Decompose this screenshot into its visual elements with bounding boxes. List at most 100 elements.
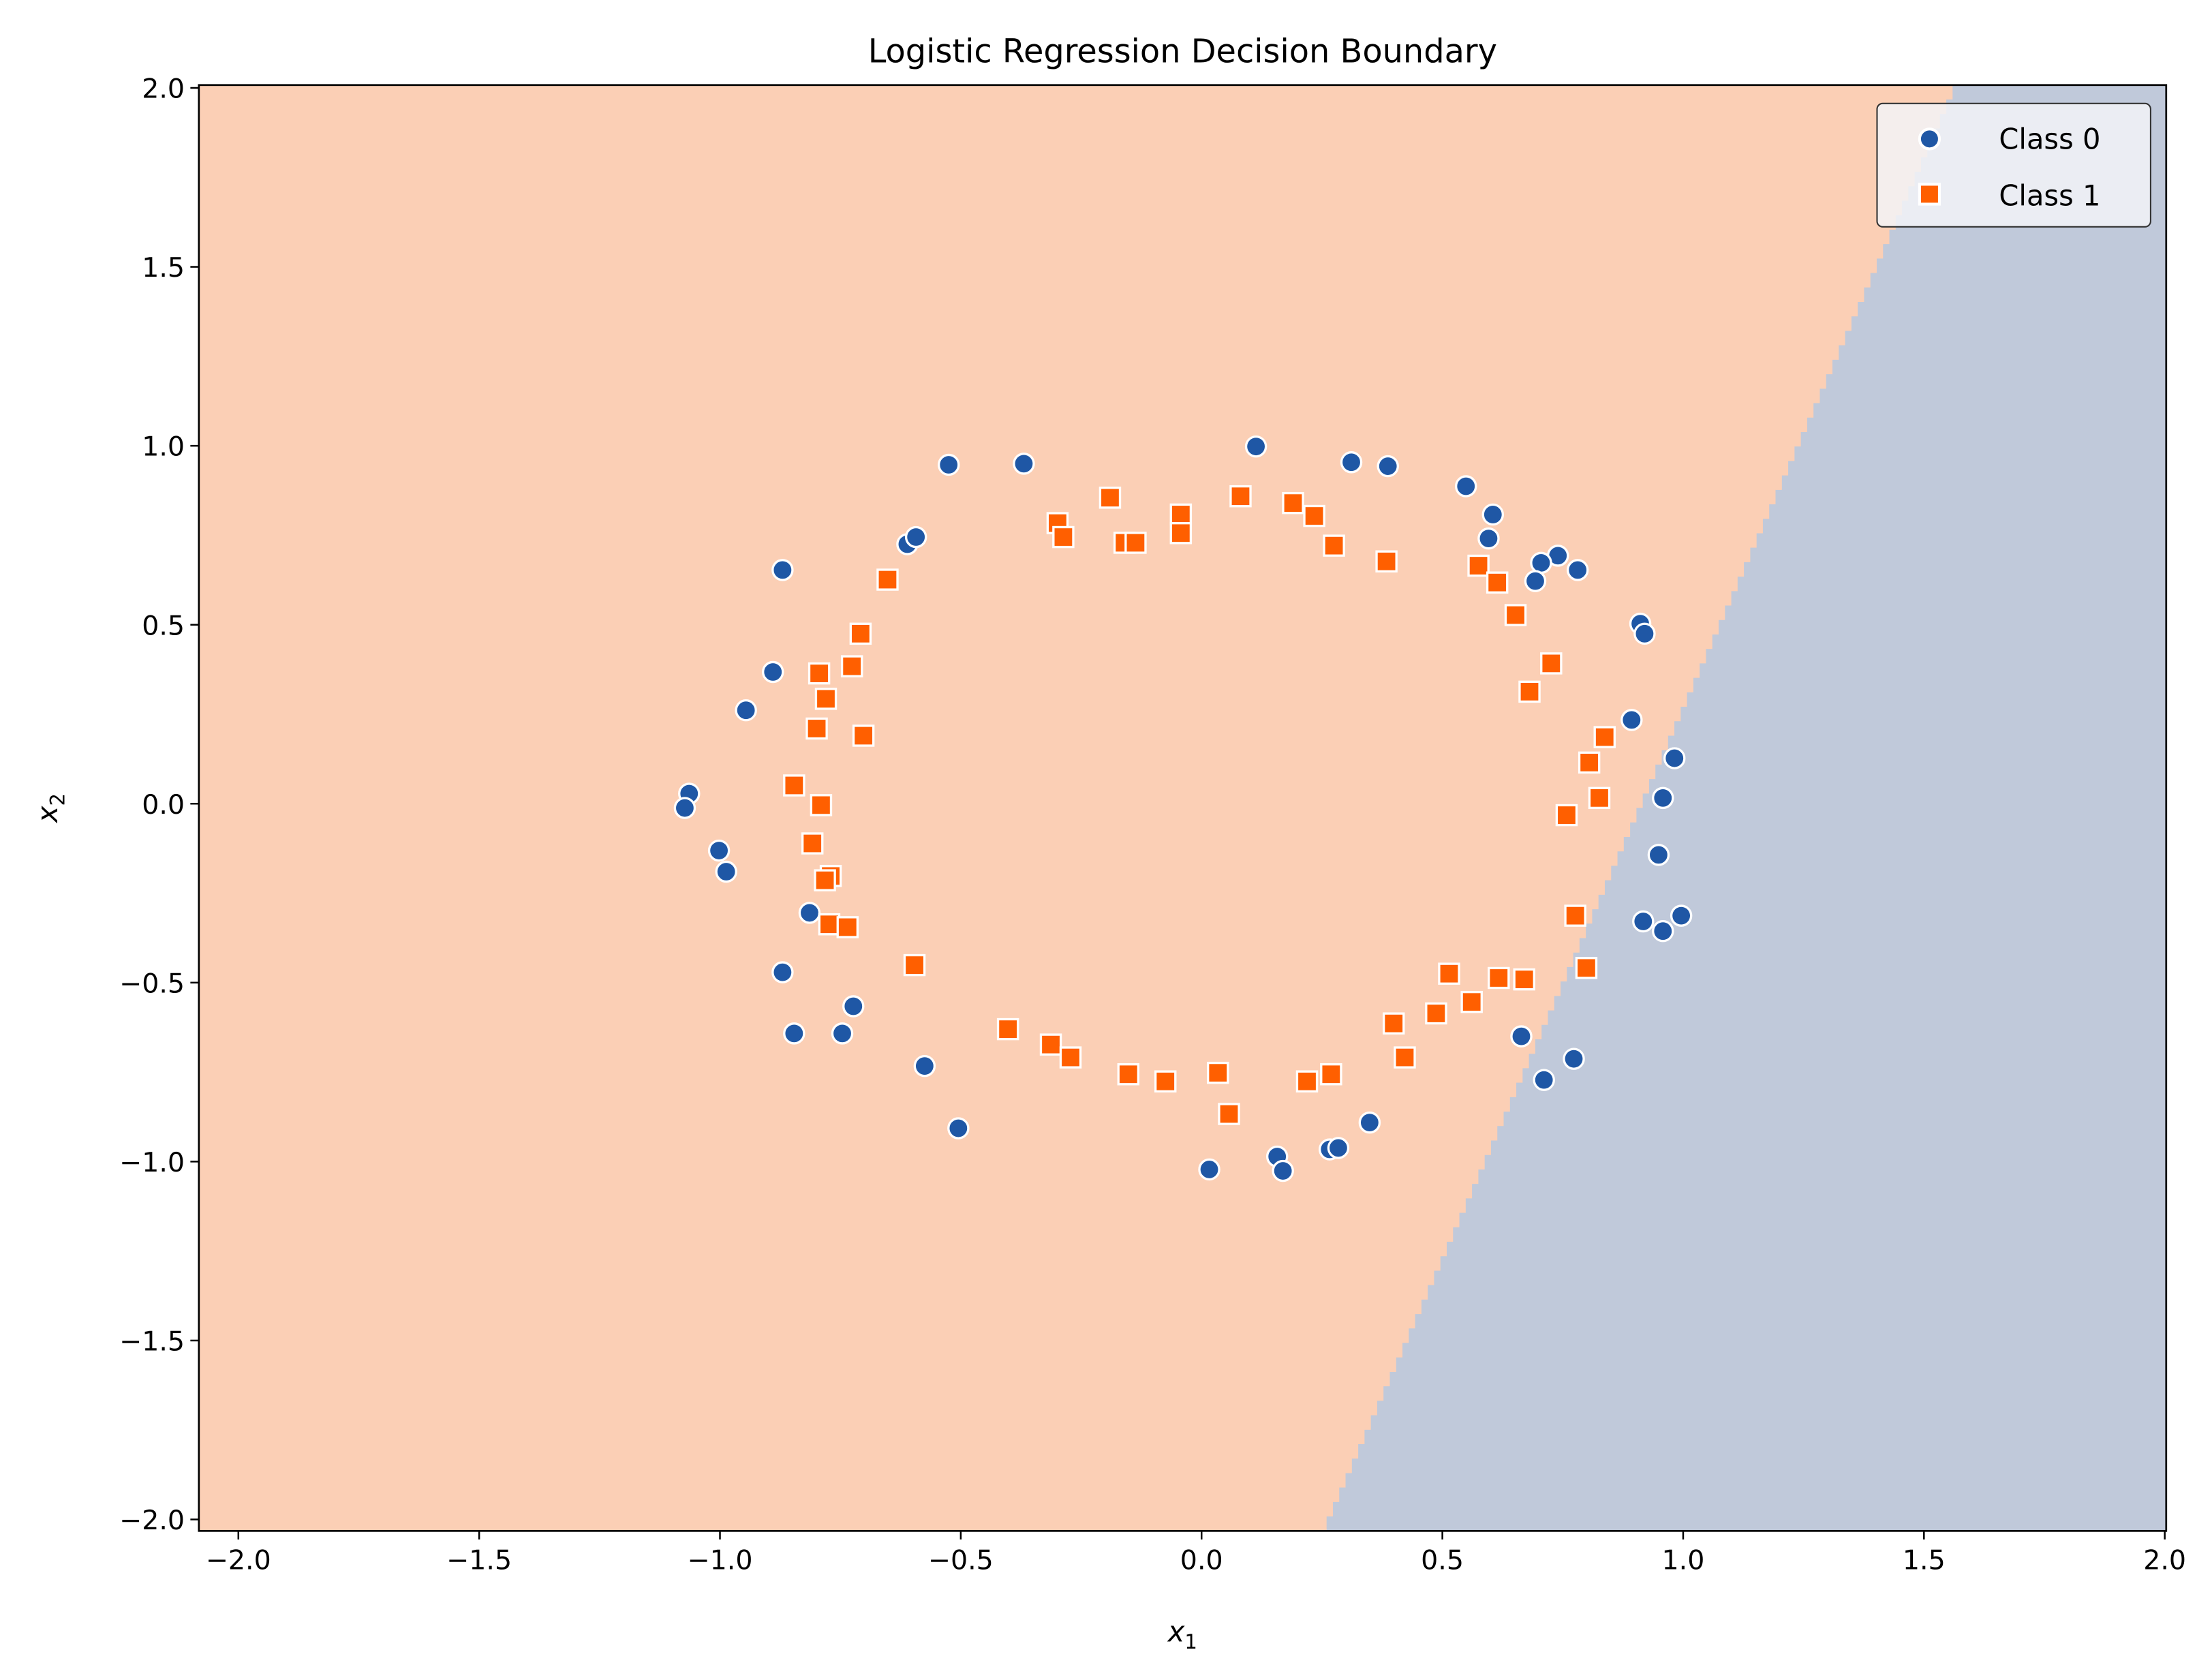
- chart-title: Logistic Regression Decision Boundary: [868, 33, 1497, 71]
- x-tick-label: 0.5: [1421, 1544, 1464, 1576]
- class0-point: [1647, 844, 1670, 866]
- class0-point: [1481, 503, 1505, 526]
- class1-point: [1425, 1002, 1447, 1025]
- class1-point: [1504, 604, 1527, 626]
- class1-point: [801, 832, 824, 855]
- class1-point: [810, 794, 833, 816]
- y-tick-label: −0.5: [119, 968, 185, 999]
- class0-point: [1327, 1137, 1350, 1159]
- class1-point: [1052, 525, 1075, 549]
- x-tick-label: −1.0: [688, 1544, 753, 1576]
- class0-point: [1358, 1111, 1381, 1134]
- class0-point: [1477, 527, 1500, 550]
- class1-point: [1578, 751, 1601, 774]
- class0-point: [1566, 559, 1589, 581]
- class1-point: [1124, 532, 1147, 554]
- class1-point: [1099, 487, 1122, 509]
- y-axis-label-main: x: [31, 806, 64, 824]
- class1-point: [1467, 554, 1490, 577]
- y-tick-label: 2.0: [142, 74, 185, 105]
- class0-point: [1633, 622, 1656, 645]
- legend-box: [1876, 102, 2151, 228]
- class1-point: [1382, 1012, 1405, 1035]
- class1-point: [1375, 550, 1398, 572]
- y-tick-label: −1.0: [119, 1147, 185, 1178]
- class0-point: [1340, 451, 1363, 474]
- class1-point: [1320, 1063, 1342, 1086]
- class1-point: [1039, 1033, 1062, 1056]
- x-tick-label: 0.0: [1180, 1544, 1223, 1576]
- x-axis: −2.0 −1.5 −1.0 −0.5 0.0 0.5 1.0 1.5 2.0: [206, 1531, 2186, 1576]
- class1-point: [808, 662, 831, 685]
- class0-point: [831, 1022, 854, 1045]
- class0-point: [1244, 435, 1268, 458]
- class0-point: [842, 995, 865, 1018]
- class0-point: [735, 699, 757, 722]
- class0-point: [904, 525, 927, 549]
- y-tick-label: 0.0: [142, 789, 185, 821]
- legend-class1-label: Class 1: [1999, 179, 2100, 213]
- class0-point: [762, 660, 784, 684]
- class1-point: [814, 688, 838, 710]
- class1-point: [1218, 1103, 1240, 1125]
- y-axis-label: x2: [31, 793, 69, 824]
- class0-point: [913, 1054, 936, 1077]
- class1-point: [1513, 968, 1535, 991]
- class0-point: [771, 961, 794, 983]
- class0-point: [673, 797, 696, 819]
- class0-point: [783, 1022, 805, 1045]
- class0-point: [1530, 551, 1552, 575]
- class1-point: [1059, 1046, 1082, 1069]
- class0-point: [1652, 786, 1674, 810]
- class1-point: [1488, 966, 1510, 990]
- class1-point: [1303, 504, 1325, 527]
- legend: Class 0 Class 1: [1876, 102, 2151, 228]
- class1-point: [1486, 571, 1509, 594]
- class1-point: [783, 774, 805, 797]
- class1-point: [1117, 1063, 1140, 1086]
- x-tick-label: 1.0: [1662, 1544, 1705, 1576]
- class0-point: [1563, 1047, 1585, 1070]
- class1-point: [1540, 652, 1563, 675]
- class1-point: [1295, 1070, 1319, 1092]
- class0-point: [1632, 910, 1655, 933]
- class1-point: [1518, 680, 1541, 703]
- x-tick-label: −1.5: [446, 1544, 512, 1576]
- y-tick-label: −1.5: [119, 1326, 185, 1358]
- y-tick-label: 1.5: [142, 252, 185, 284]
- points-layer: [673, 435, 1693, 1182]
- class0-point: [1663, 747, 1686, 769]
- y-tick-label: 1.0: [142, 431, 185, 463]
- class1-point: [852, 724, 875, 747]
- y-tick-label: −2.0: [119, 1505, 185, 1536]
- legend-class0-marker: [1918, 127, 1941, 151]
- y-tick-label: 0.5: [142, 610, 185, 641]
- class1-point: [1555, 804, 1578, 827]
- class1-point: [1154, 1070, 1177, 1092]
- x-tick-label: −0.5: [928, 1544, 994, 1576]
- class1-point: [1564, 904, 1586, 927]
- class0-point: [1670, 904, 1693, 927]
- plot-area: [198, 84, 2168, 1532]
- class1-point: [903, 953, 926, 977]
- class0-point: [1377, 455, 1399, 478]
- class1-point: [849, 622, 872, 645]
- legend-class0-label: Class 0: [1999, 122, 2100, 155]
- class0-point: [798, 902, 821, 924]
- class1-point: [1323, 534, 1345, 557]
- class0-point: [715, 860, 737, 883]
- class0-point: [1510, 1025, 1533, 1047]
- x-tick-label: −2.0: [206, 1544, 271, 1576]
- class0-point: [771, 559, 794, 581]
- class1-point: [1282, 491, 1304, 515]
- class1-point: [996, 1018, 1019, 1041]
- class0-point: [1533, 1069, 1555, 1091]
- class0-point: [707, 839, 731, 862]
- class0-point: [947, 1117, 970, 1140]
- class1-point: [1394, 1046, 1416, 1069]
- class1-point: [1169, 522, 1193, 545]
- axes-frame: [198, 84, 2168, 1532]
- class0-point: [1454, 475, 1477, 498]
- class1-point: [1207, 1061, 1229, 1084]
